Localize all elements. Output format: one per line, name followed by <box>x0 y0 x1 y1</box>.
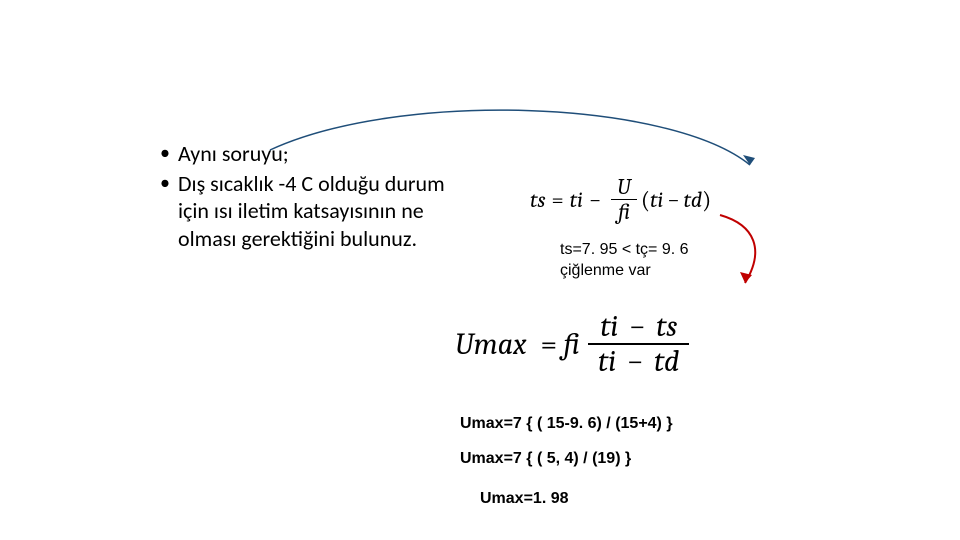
eq2-num-ts: ts <box>656 309 677 344</box>
eq1-td: td <box>684 187 703 213</box>
eq2-den-ti: ti <box>598 344 616 379</box>
eq1-minus: − <box>589 187 601 213</box>
eq1-rpar: ) <box>702 186 711 214</box>
note-condensation: ts=7. 95 < tç= 9. 6 çiğlenme var <box>560 240 689 282</box>
eq2-eq: = <box>541 327 558 362</box>
eq2-num-ti: ti <box>600 309 618 344</box>
calc-line-2: Umax=7 { ( 5, 4) / (19) } <box>460 450 631 468</box>
bullet-item-1: • Aynı soruyu; <box>160 140 460 168</box>
arrow-red-curve <box>720 215 755 283</box>
calc-line-3: Umax=1. 98 <box>480 490 569 508</box>
arrow-red-head <box>740 272 752 283</box>
eq1-lpar: ( <box>641 186 650 214</box>
eq2-num: ti − ts <box>590 310 687 343</box>
eq2-den-minus: − <box>627 344 644 379</box>
bullet-list: • Aynı soruyu; • Dış sıcaklık -4 C olduğ… <box>160 140 460 254</box>
eq1-U: U <box>611 175 637 199</box>
arrow-top-head <box>743 155 755 165</box>
bullet-dot: • <box>160 170 178 196</box>
eq1-fi: fi <box>612 200 636 224</box>
eq2-umax: Umax <box>455 327 527 362</box>
eq2-frac: ti − ts ti − td <box>588 310 689 378</box>
eq1-eq: = <box>551 187 563 213</box>
eq2-num-minus: − <box>629 309 646 344</box>
equation-umax: Umax = fi ti − ts ti − td <box>455 310 689 378</box>
eq1-minus2: − <box>667 187 679 213</box>
eq1-ti2: ti <box>650 187 663 213</box>
bullet-text-1: Aynı soruyu; <box>178 140 460 168</box>
calc-line-1: Umax=7 { ( 15-9. 6) / (15+4) } <box>460 415 673 433</box>
bullet-dot: • <box>160 140 178 166</box>
eq1-frac: U fi <box>611 175 637 224</box>
bullet-text-2: Dış sıcaklık -4 C olduğu durum için ısı … <box>178 170 460 253</box>
eq2-den-td: td <box>654 344 679 379</box>
note-line-2: çiğlenme var <box>560 261 689 282</box>
eq2-fi: fi <box>563 327 580 362</box>
bullet-item-2: • Dış sıcaklık -4 C olduğu durum için ıs… <box>160 170 460 253</box>
equation-ts: ts = ti − U fi ( ti − td ) <box>530 175 711 224</box>
eq2-den: ti − td <box>588 345 689 378</box>
eq1-ti: ti <box>570 187 583 213</box>
eq1-ts: ts <box>530 187 545 213</box>
note-line-1: ts=7. 95 < tç= 9. 6 <box>560 240 689 261</box>
